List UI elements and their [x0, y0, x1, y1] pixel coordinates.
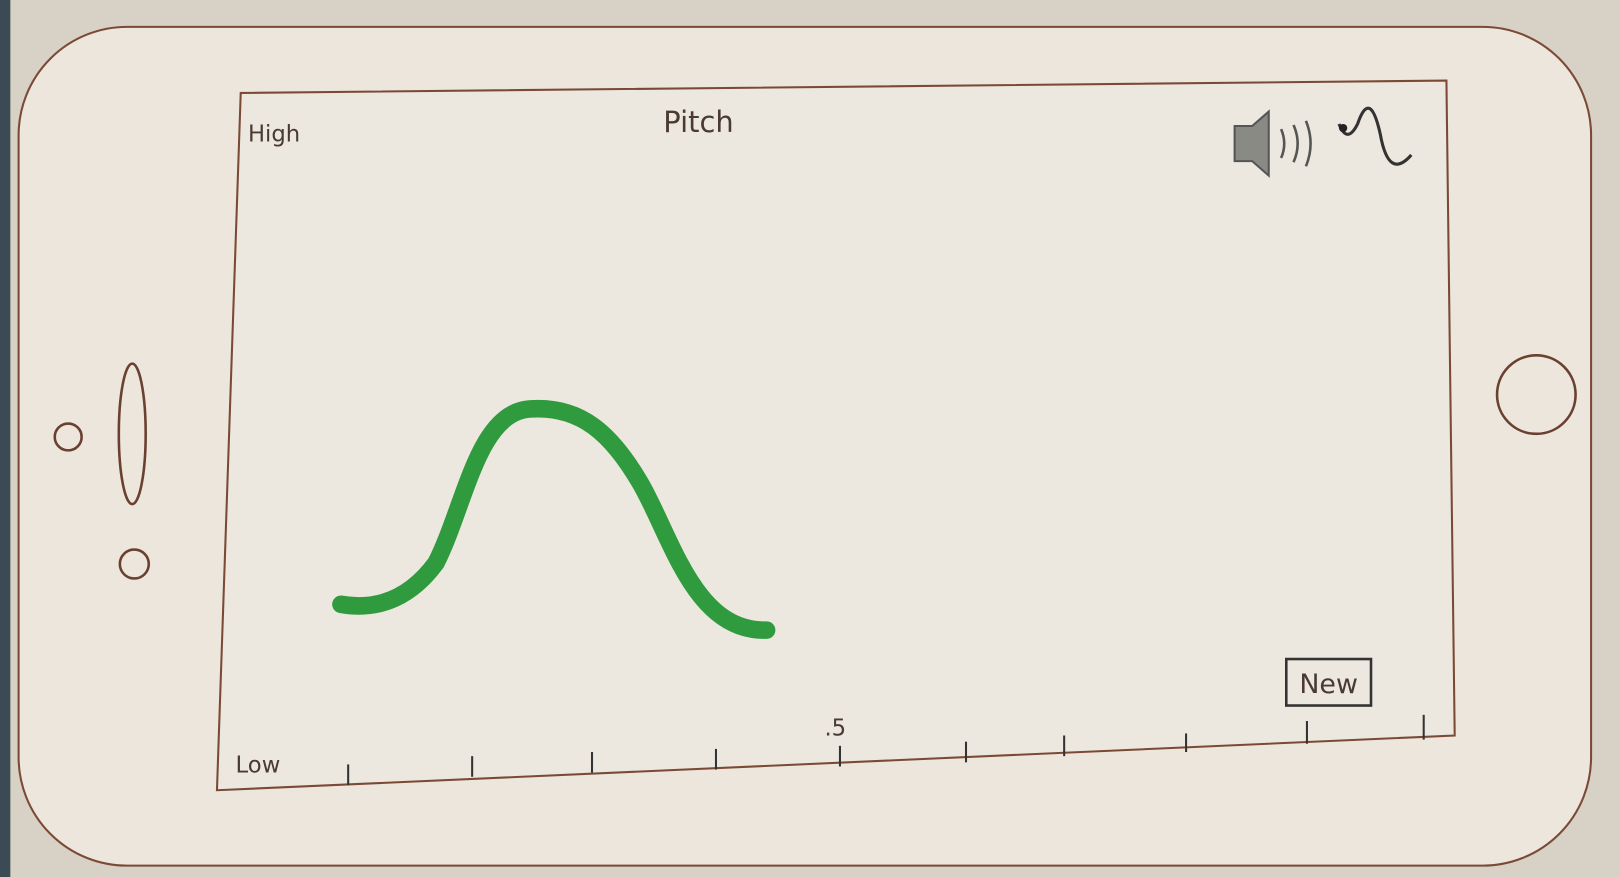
speaker-icon[interactable]: [1233, 109, 1312, 178]
x-tick-label: .5: [824, 715, 846, 741]
y-axis-low-label: Low: [236, 753, 281, 779]
waveform-icon[interactable]: [1337, 106, 1413, 166]
new-button-label[interactable]: New: [1299, 669, 1358, 700]
waveform-dot: [1338, 123, 1348, 133]
speaker: [1233, 109, 1270, 178]
pitch-curve: [332, 399, 776, 639]
sensor: [118, 548, 151, 580]
earpiece: [117, 362, 147, 506]
new-button[interactable]: New: [1284, 657, 1373, 707]
screen-title: Pitch: [663, 105, 733, 139]
new-button-border: [1284, 657, 1373, 707]
front-camera: [53, 422, 83, 452]
frame-edge: [0, 0, 11, 877]
home-button[interactable]: [1495, 354, 1577, 436]
y-axis-high-label: High: [248, 122, 300, 148]
sound-waves: [1279, 120, 1312, 167]
axis-ticks: [347, 714, 1425, 786]
screen: [215, 79, 1456, 792]
